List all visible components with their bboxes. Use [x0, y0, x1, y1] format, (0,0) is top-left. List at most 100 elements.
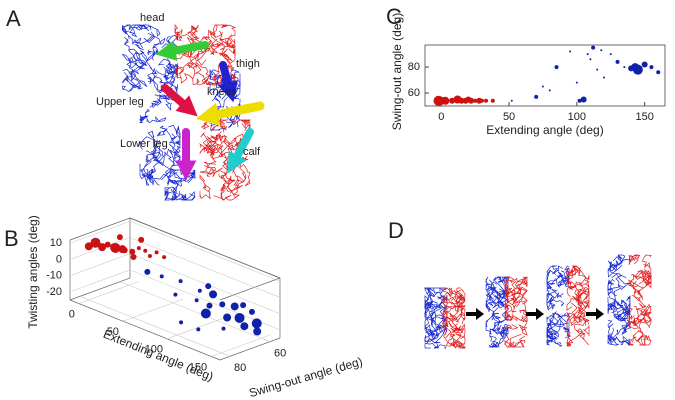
protein-strand: [443, 331, 464, 349]
protein-strand: [146, 161, 173, 175]
protein-strand: [430, 317, 444, 330]
protein-strand: [485, 302, 499, 322]
point: [138, 236, 145, 243]
z-tick-label: 10: [50, 237, 62, 249]
point: [473, 98, 478, 103]
annotation: Upper leg: [96, 96, 144, 108]
protein-strand: [139, 163, 147, 180]
domain-arrowhead: [218, 79, 238, 103]
protein-strand: [442, 309, 449, 333]
point: [129, 248, 136, 255]
grid-line: [122, 298, 184, 322]
protein-strand: [159, 69, 176, 84]
protein-strand: [143, 24, 161, 37]
protein-strand: [518, 322, 528, 336]
protein-strand: [201, 40, 215, 56]
protein-strand: [156, 128, 168, 137]
grid-line: [69, 220, 281, 282]
point: [200, 308, 211, 319]
grid-line: [69, 269, 281, 331]
protein-strand: [546, 294, 555, 310]
protein-strand: [566, 281, 584, 293]
point: [197, 288, 202, 293]
protein-strand: [141, 53, 157, 77]
protein-strand: [200, 132, 216, 152]
protein-strand: [614, 299, 624, 321]
protein-strand: [194, 29, 222, 43]
protein-strand: [172, 172, 187, 195]
point: [589, 58, 592, 61]
protein-strand: [190, 24, 199, 36]
protein-strand: [175, 29, 183, 41]
y-tick-label: 80: [234, 362, 246, 374]
point: [541, 85, 544, 88]
annotation: thigh: [236, 58, 260, 70]
domain-arrowhead: [175, 95, 198, 117]
protein-strand: [628, 336, 638, 346]
protein-strand: [442, 301, 462, 320]
y-tick-label: 60: [408, 87, 420, 99]
protein-strand: [122, 74, 143, 90]
protein-strand: [223, 133, 244, 149]
x-tick-label: 150: [635, 111, 653, 123]
protein-strand: [428, 311, 436, 323]
protein-strand: [485, 300, 494, 313]
protein-strand: [424, 330, 437, 343]
step-arrowhead: [476, 308, 484, 320]
protein-strand: [444, 304, 466, 321]
protein-strand: [607, 279, 617, 297]
protein-strand: [209, 68, 220, 80]
protein-strand: [154, 94, 170, 101]
protein-strand: [629, 273, 641, 295]
point: [510, 99, 513, 102]
protein-strand: [139, 108, 150, 121]
protein-strand: [573, 319, 587, 341]
protein-strand: [501, 275, 510, 289]
protein-strand: [628, 308, 643, 326]
protein-strand: [164, 169, 178, 176]
protein-strand: [491, 291, 503, 309]
protein-strand: [126, 56, 145, 71]
protein-strand: [546, 326, 552, 337]
point: [600, 49, 603, 52]
protein-strand: [166, 171, 179, 184]
protein-strand: [124, 36, 139, 61]
protein-strand: [552, 335, 563, 347]
panel-label: C: [386, 4, 402, 29]
protein-strand: [179, 190, 196, 201]
protein-strand: [504, 310, 512, 322]
protein-strand: [566, 341, 572, 347]
protein-strand: [424, 324, 432, 349]
protein-strand: [511, 281, 528, 303]
protein-strand: [491, 328, 507, 339]
protein-strand: [607, 275, 622, 294]
point: [196, 327, 201, 332]
protein-strand: [424, 302, 438, 310]
point: [159, 274, 164, 279]
point: [248, 308, 255, 315]
point: [230, 302, 239, 311]
x-tick-label: 100: [145, 344, 163, 356]
protein-strand: [147, 130, 159, 148]
point: [162, 255, 167, 260]
protein-strand: [230, 119, 246, 130]
protein-strand: [558, 277, 570, 288]
protein-strand: [228, 48, 236, 56]
point: [221, 326, 226, 331]
point: [143, 248, 148, 253]
protein-strand: [447, 313, 466, 324]
point: [586, 53, 589, 56]
grid-line: [211, 334, 272, 357]
protein-strand: [164, 187, 172, 197]
point: [632, 64, 643, 75]
protein-strand: [549, 320, 562, 336]
protein-strand: [133, 37, 144, 51]
protein-strand: [431, 318, 442, 338]
protein-strand: [583, 325, 590, 337]
protein-strand: [612, 255, 623, 269]
point: [205, 283, 212, 290]
domain-arrowhead: [227, 150, 247, 174]
protein-strand: [183, 171, 196, 182]
point: [251, 318, 262, 329]
protein-strand: [546, 272, 557, 285]
